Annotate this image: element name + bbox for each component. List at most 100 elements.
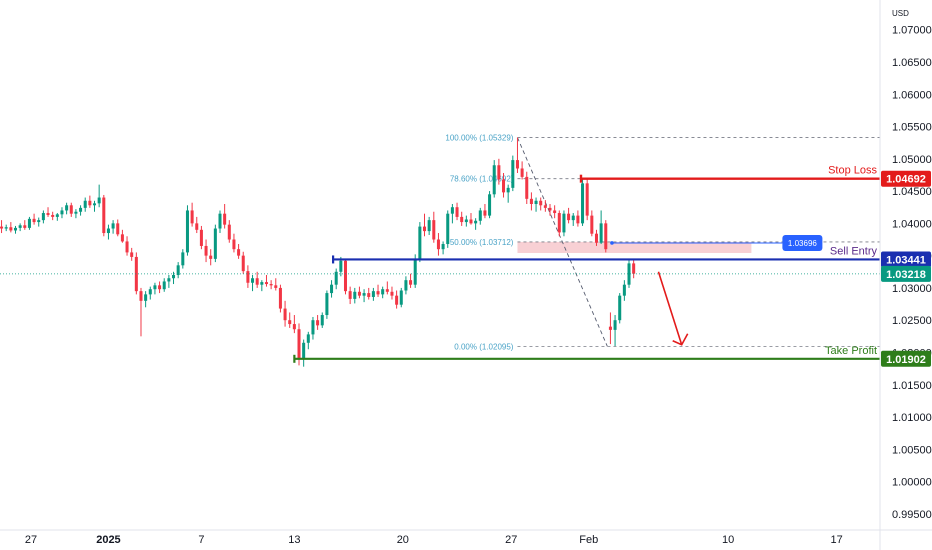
candle-body	[511, 160, 515, 188]
candle-body	[97, 197, 101, 204]
candle	[316, 315, 320, 330]
candle	[167, 275, 171, 288]
candle-body	[264, 282, 268, 285]
price-tick-label: 1.00500	[892, 444, 932, 456]
candle-body	[41, 213, 45, 221]
candle-body	[543, 205, 547, 208]
candle	[158, 281, 162, 294]
price-tick-label: 1.01500	[892, 380, 932, 392]
price-tick-label: 1.05000	[892, 154, 932, 166]
candle-body	[297, 329, 301, 359]
candle-body	[343, 260, 348, 292]
candle	[543, 200, 547, 212]
candle-body	[618, 295, 622, 321]
candle	[353, 287, 357, 304]
candle	[590, 210, 594, 237]
time-tick-label: 13	[288, 534, 300, 546]
time-tick-label: 10	[722, 534, 734, 546]
candle	[520, 161, 524, 180]
candle-body	[562, 213, 566, 233]
candle	[432, 211, 436, 243]
candle	[120, 229, 124, 243]
candle-body	[283, 308, 287, 321]
candle	[148, 286, 152, 300]
candle	[409, 273, 413, 288]
candle-body	[325, 293, 329, 316]
candle	[46, 207, 50, 217]
sell-entry-tag	[881, 251, 931, 268]
candle-body	[367, 293, 371, 297]
candle	[288, 312, 292, 328]
candle	[311, 316, 315, 340]
candle	[632, 258, 636, 279]
candle	[111, 220, 115, 234]
stop-loss-tag-text: 1.04692	[886, 174, 926, 186]
candle-body	[567, 213, 571, 221]
candle-body	[446, 213, 450, 245]
candle	[567, 207, 571, 224]
price-tick-label: 1.04000	[892, 218, 932, 230]
candle	[599, 210, 603, 245]
order-dot	[610, 241, 614, 245]
candle	[436, 233, 440, 256]
order-badge	[782, 234, 823, 251]
candle-body	[497, 165, 501, 180]
candle	[515, 137, 519, 174]
candle	[37, 217, 41, 227]
order-badge-label: 1.03696	[788, 239, 817, 248]
candle-body	[422, 226, 427, 232]
price-axis[interactable]: 1.07000 1.06500 1.06000 1.05500 1.05000 1.045…	[879, 0, 932, 550]
candle	[13, 225, 18, 234]
candle	[106, 224, 110, 240]
price-tick-label: 0.99500	[892, 509, 932, 521]
candle-body	[632, 263, 636, 274]
fib-level-label: 78.60% (1.04692)	[450, 175, 514, 184]
candle-body	[594, 233, 598, 243]
candle	[162, 278, 166, 292]
time-axis[interactable]: 27 2025 7 13 20 27 Feb 10 17	[0, 529, 932, 546]
candle-body	[246, 271, 250, 283]
candle-body	[320, 315, 324, 326]
candle	[474, 218, 478, 230]
candle	[278, 284, 282, 313]
time-tick-label: 20	[397, 534, 409, 546]
candle-body	[492, 165, 496, 195]
candle	[469, 213, 473, 225]
price-tick-label: 1.02500	[892, 315, 932, 327]
candle	[446, 210, 450, 248]
candle-body	[106, 228, 110, 234]
candle-body	[622, 284, 626, 296]
candle-body	[409, 280, 413, 285]
time-tick-label: 27	[505, 534, 517, 546]
sell-entry-label: Sell Entry	[830, 245, 878, 257]
candle	[604, 220, 608, 253]
candle	[130, 247, 134, 261]
candle-body	[613, 320, 617, 330]
candle-body	[464, 219, 468, 223]
candle-body	[418, 226, 422, 259]
candle-body	[18, 225, 22, 228]
candle	[390, 286, 394, 300]
candle-body	[390, 291, 394, 296]
sell-zone-box	[517, 241, 752, 253]
candle	[325, 290, 329, 319]
candle-body	[278, 287, 282, 309]
candle	[18, 223, 22, 232]
candle-body	[441, 244, 445, 250]
candle-body	[436, 239, 440, 250]
candle-body	[316, 320, 320, 326]
candle	[562, 210, 566, 237]
candle	[594, 229, 598, 246]
candle-body	[432, 220, 436, 240]
fib-trend-line	[517, 137, 608, 347]
candle-body	[627, 263, 631, 285]
candle	[576, 210, 580, 227]
candle-body	[195, 223, 199, 230]
candle-body	[172, 275, 176, 279]
down-arrow-head	[672, 333, 689, 346]
candle-body	[102, 197, 106, 234]
candle-body	[241, 255, 245, 272]
candle	[79, 205, 83, 216]
candle	[269, 280, 273, 290]
